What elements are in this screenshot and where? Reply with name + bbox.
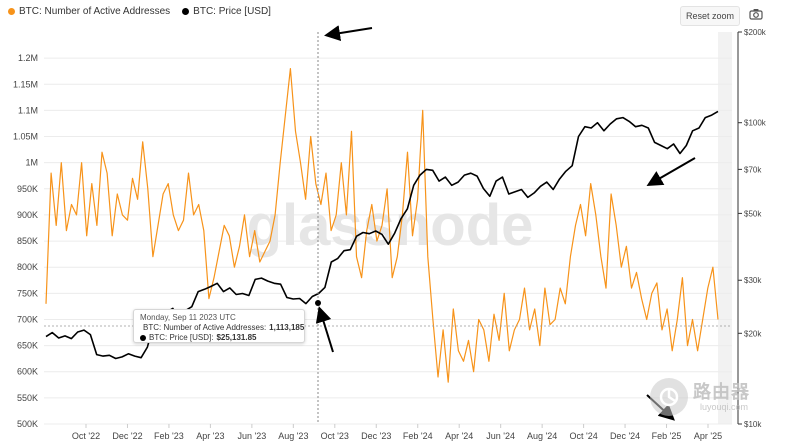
y-axis-right: $10k $20k $30k $50k $70k $100k $200k: [738, 28, 767, 429]
x-tick-label: Oct '22: [72, 431, 100, 441]
y-tick-label-left: 1.1M: [18, 105, 38, 115]
tooltip-dot-black: [140, 335, 146, 341]
y-tick-label-left: 850K: [17, 236, 38, 246]
y-tick-label-left: 1M: [25, 158, 38, 168]
legend-label: BTC: Price [USD]: [193, 6, 271, 17]
annotation-arrow: [315, 306, 334, 353]
x-tick-label: Feb '23: [154, 431, 184, 441]
x-tick-label: Dec '22: [112, 431, 142, 441]
x-tick-label: Dec '24: [610, 431, 640, 441]
x-tick-label: Oct '24: [569, 431, 597, 441]
y-tick-label-left: 1.15M: [13, 79, 38, 89]
y-tick-label-left: 600K: [17, 367, 38, 377]
reset-zoom-button[interactable]: Reset zoom: [680, 6, 740, 26]
x-tick-label: Aug '24: [527, 431, 557, 441]
y-tick-label-left: 950K: [17, 184, 38, 194]
y-tick-label-left: 900K: [17, 210, 38, 220]
y-tick-label-right: $20k: [744, 329, 762, 338]
tooltip-label: BTC: Price [USD]:: [149, 333, 214, 342]
x-tick-label: Feb '25: [652, 431, 682, 441]
y-tick-label-left: 800K: [17, 262, 38, 272]
y-tick-label-left: 700K: [17, 314, 38, 324]
x-axis: Oct '22 Dec '22 Feb '23 Apr '23 Jun '23 Aug '…: [72, 424, 722, 441]
y-tick-label-left: 650K: [17, 341, 38, 351]
x-tick-label: Jun '24: [486, 431, 515, 441]
y-axis-left: 500K 550K 600K 650K 700K 750K 800K 850K 900K 950K…: [13, 53, 38, 429]
x-tick-label: Apr '25: [694, 431, 722, 441]
legend-item-active-addresses[interactable]: BTC: Number of Active Addresses: [8, 6, 170, 17]
y-tick-label-right: $50k: [744, 209, 762, 218]
x-tick-label: Apr '24: [445, 431, 473, 441]
legend-dot-black: [182, 8, 190, 15]
y-tick-label-left: 750K: [17, 288, 38, 298]
legend: BTC: Number of Active Addresses BTC: Pri…: [8, 6, 271, 17]
x-tick-label: Jun '23: [237, 431, 266, 441]
y-tick-label-right: $100k: [744, 119, 767, 128]
x-tick-label: Dec '23: [361, 431, 391, 441]
crosshair-point-price: [315, 300, 321, 306]
y-tick-label-right: $30k: [744, 276, 762, 285]
tooltip-row-active-addresses: BTC: Number of Active Addresses: 1,113,1…: [140, 323, 304, 333]
tooltip-value: 1,113,185: [269, 323, 305, 332]
tooltip: Monday, Sep 11 2023 UTC BTC: Number of A…: [133, 309, 305, 343]
watermark-logo-text: 路由器: [693, 382, 750, 402]
camera-icon[interactable]: [749, 8, 763, 20]
tooltip-date: Monday, Sep 11 2023 UTC: [140, 313, 236, 322]
router-logo-icon: [650, 378, 688, 416]
y-tick-label-right: $70k: [744, 165, 762, 174]
y-tick-label-left: 500K: [17, 419, 38, 429]
tooltip-label: BTC: Number of Active Addresses:: [143, 323, 267, 332]
tooltip-row-price: BTC: Price [USD]: $25,131.85: [140, 333, 298, 343]
tooltip-value: $25,131.85: [216, 333, 257, 342]
crosshair: [44, 32, 732, 424]
legend-dot-orange: [8, 8, 15, 15]
x-tick-label: Feb '24: [403, 431, 433, 441]
x-tick-label: Aug '23: [278, 431, 308, 441]
y-tick-label-right: $200k: [744, 28, 767, 37]
watermark-logo-sub: luyouqi.com: [700, 402, 749, 412]
series-line-active-addresses: [45, 67, 719, 383]
x-tick-label: Apr '23: [196, 431, 224, 441]
y-tick-label-left: 1.2M: [18, 53, 38, 63]
x-tick-label: Oct '23: [321, 431, 349, 441]
annotation-arrow: [646, 157, 696, 187]
y-tick-label-right: $10k: [744, 420, 762, 429]
shaded-region: [718, 32, 732, 424]
y-tick-label-left: 550K: [17, 393, 38, 403]
legend-label: BTC: Number of Active Addresses: [19, 6, 171, 17]
annotation-arrow: [324, 25, 373, 42]
y-tick-label-left: 1.05M: [13, 132, 38, 142]
legend-item-price[interactable]: BTC: Price [USD]: [182, 6, 271, 17]
